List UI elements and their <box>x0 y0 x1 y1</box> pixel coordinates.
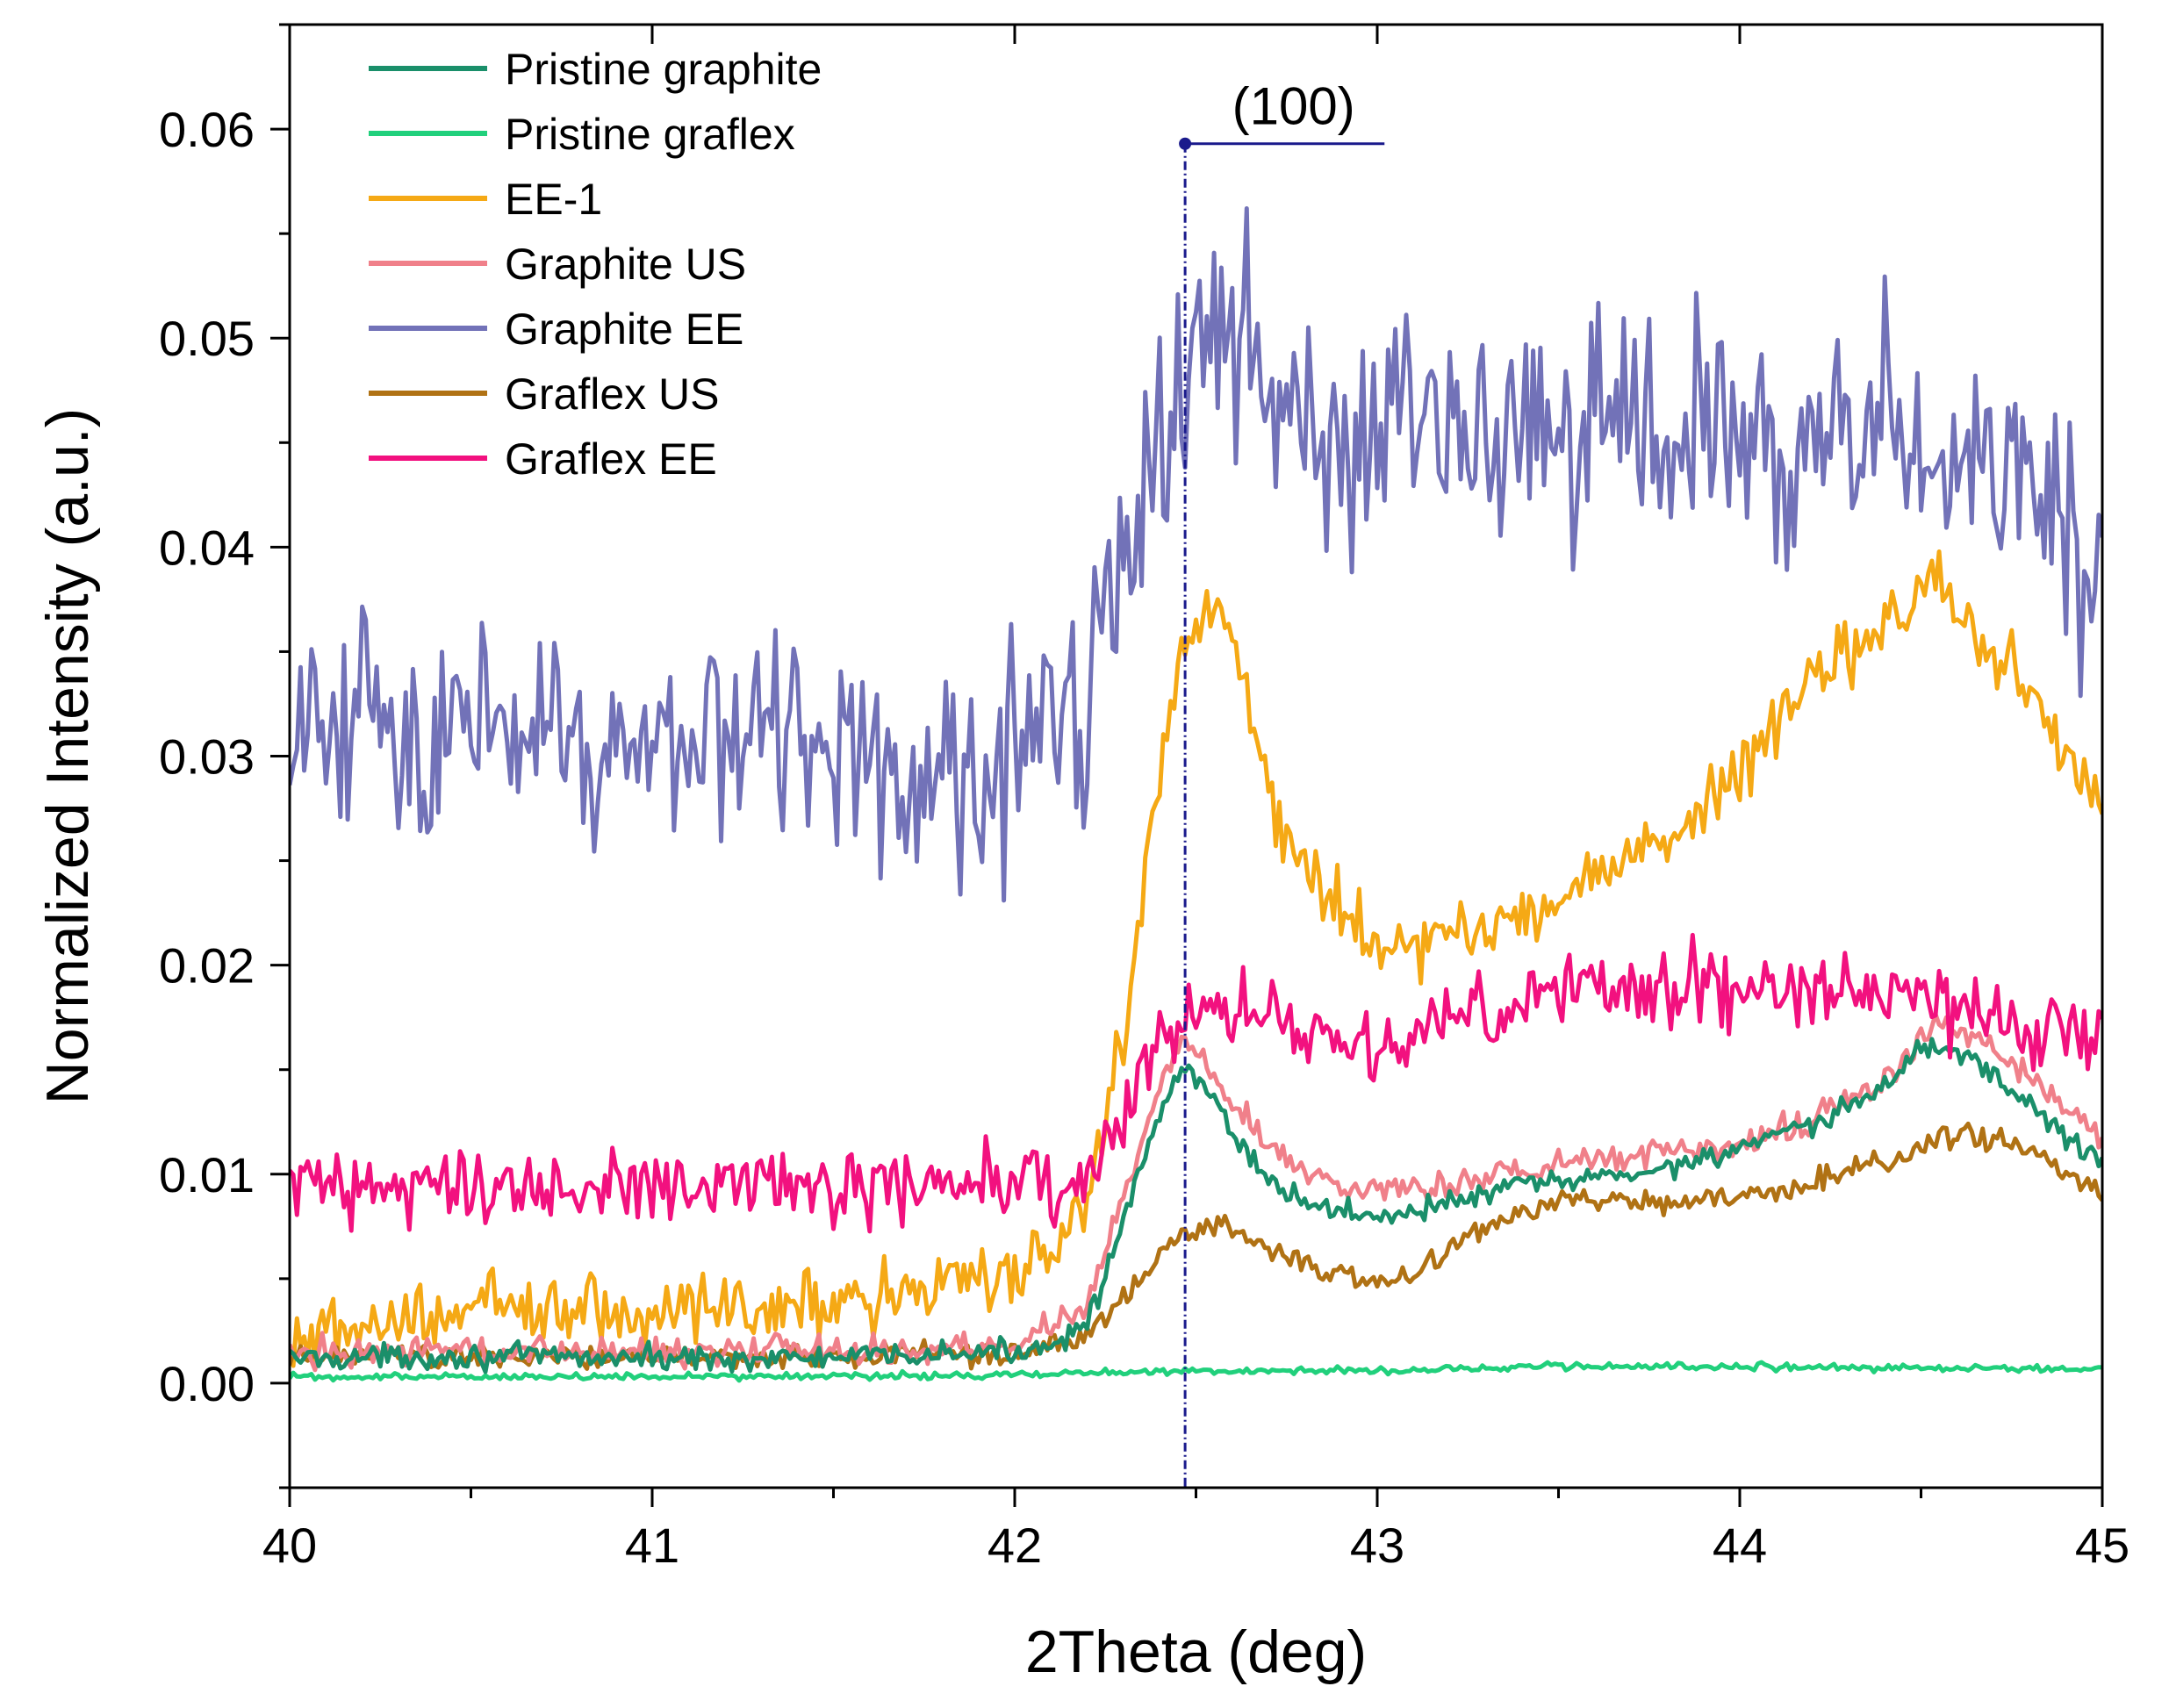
annotation-group: (100) <box>1179 77 1385 1488</box>
series-line-graflex-us <box>290 1121 2102 1371</box>
legend: Pristine graphite Pristine graflex EE-1 Gra… <box>369 45 822 484</box>
series-line-pristine-graphite <box>290 1037 2102 1374</box>
x-tick-label: 45 <box>2075 1518 2129 1573</box>
series-line-graphite-us <box>290 1012 2102 1373</box>
y-tick-label: 0.04 <box>159 520 255 575</box>
x-tick-label: 44 <box>1713 1518 1767 1573</box>
legend-label: Pristine graflex <box>505 110 795 159</box>
y-tick-label: 0.05 <box>159 311 255 366</box>
y-tick-label: 0.02 <box>159 938 255 994</box>
legend-label: Graflex EE <box>505 434 717 484</box>
y-tick-label: 0.01 <box>159 1147 255 1202</box>
series-line-pristine-graflex <box>290 1360 2102 1383</box>
y-tick-label: 0.03 <box>159 729 255 785</box>
peak-label: (100) <box>1232 77 1355 136</box>
x-axis: 40 41 42 43 44 45 <box>262 25 2129 1573</box>
y-axis: 0.00 0.01 0.02 0.03 0.04 0.05 0.06 <box>159 23 290 1489</box>
x-tick-label: 41 <box>625 1518 679 1573</box>
x-tick-label: 43 <box>1350 1518 1404 1573</box>
x-tick-label: 42 <box>988 1518 1042 1573</box>
series-line-graflex-ee <box>290 932 2102 1234</box>
y-tick-label: 0.00 <box>159 1356 255 1411</box>
x-tick-label: 40 <box>262 1518 317 1573</box>
legend-label: Graflex US <box>505 370 720 419</box>
legend-label: Graphite US <box>505 240 746 289</box>
series-line-ee-1 <box>290 549 2102 1368</box>
series-line-graphite-ee <box>290 206 2102 903</box>
peak-marker-dot <box>1179 137 1192 150</box>
legend-label: Pristine graphite <box>505 45 822 94</box>
legend-label: Graphite EE <box>505 305 743 354</box>
y-axis-title: Normalized Intensity (a.u.) <box>34 408 101 1105</box>
x-axis-title: 2Theta (deg) <box>1025 1618 1367 1685</box>
y-tick-label: 0.06 <box>159 102 255 157</box>
series-group <box>290 206 2102 1383</box>
legend-label: EE-1 <box>505 175 602 224</box>
